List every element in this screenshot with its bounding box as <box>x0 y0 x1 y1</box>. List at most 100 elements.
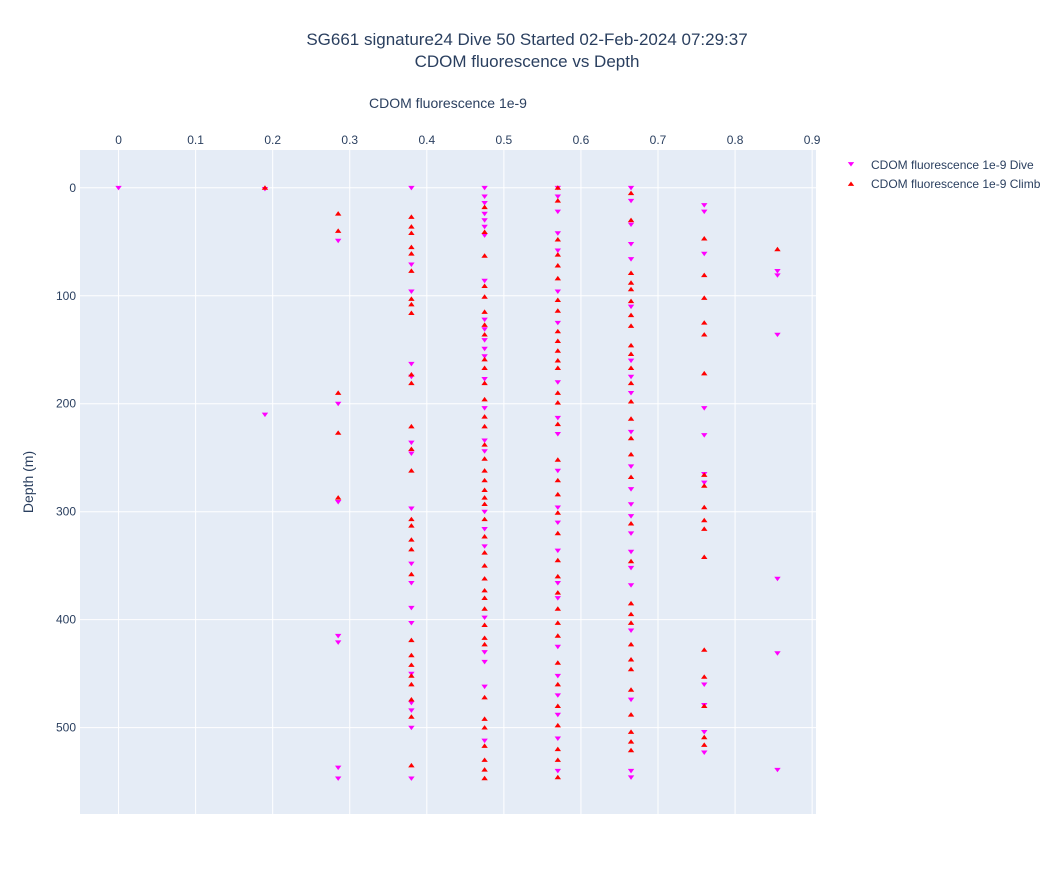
dive-point[interactable] <box>701 406 708 411</box>
dive-point[interactable] <box>554 596 562 601</box>
dive-point[interactable] <box>334 640 342 645</box>
dive-point[interactable] <box>481 317 488 323</box>
climb-point[interactable] <box>554 510 562 515</box>
climb-point[interactable] <box>408 571 415 577</box>
dive-point[interactable] <box>408 451 415 456</box>
dive-point[interactable] <box>481 185 488 191</box>
climb-point[interactable] <box>408 244 415 250</box>
climb-point[interactable] <box>627 558 635 564</box>
dive-point[interactable] <box>481 544 488 549</box>
legend[interactable]: CDOM fluorescence 1e-9 Dive CDOM fluores… <box>847 158 1041 191</box>
climb-point[interactable] <box>554 681 562 687</box>
climb-point[interactable] <box>701 320 708 325</box>
dive-point[interactable] <box>481 438 488 443</box>
climb-point[interactable] <box>554 262 562 268</box>
climb-point[interactable] <box>554 660 562 665</box>
climb-point[interactable] <box>627 342 635 348</box>
climb-point[interactable] <box>554 365 562 371</box>
dive-point[interactable] <box>481 354 488 359</box>
climb-point[interactable] <box>701 332 708 337</box>
dive-point[interactable] <box>481 224 488 230</box>
climb-point[interactable] <box>554 703 562 708</box>
climb-point[interactable] <box>701 526 708 531</box>
climb-point[interactable] <box>701 703 708 708</box>
climb-point[interactable] <box>408 423 415 429</box>
dive-point[interactable] <box>408 561 415 567</box>
climb-point[interactable] <box>554 530 562 536</box>
climb-point[interactable] <box>481 468 488 473</box>
climb-point[interactable] <box>408 251 415 256</box>
climb-point[interactable] <box>554 573 562 579</box>
climb-point[interactable] <box>627 521 635 526</box>
climb-point[interactable] <box>701 742 708 747</box>
climb-point[interactable] <box>701 483 708 488</box>
climb-point[interactable] <box>481 396 488 402</box>
climb-point[interactable] <box>408 224 415 229</box>
climb-point[interactable] <box>554 237 562 242</box>
dive-point[interactable] <box>627 429 635 435</box>
climb-point[interactable] <box>481 365 488 371</box>
dive-point[interactable] <box>554 505 562 510</box>
climb-point[interactable] <box>554 297 562 302</box>
dive-point[interactable] <box>774 273 781 278</box>
climb-point[interactable] <box>334 430 342 435</box>
climb-point[interactable] <box>627 286 635 292</box>
climb-point[interactable] <box>481 587 488 593</box>
dive-point[interactable] <box>408 440 415 446</box>
climb-point[interactable] <box>481 442 488 447</box>
climb-point[interactable] <box>554 746 562 752</box>
climb-point[interactable] <box>554 348 562 353</box>
climb-point[interactable] <box>627 435 635 441</box>
climb-point[interactable] <box>627 380 635 386</box>
climb-point[interactable] <box>627 270 635 276</box>
climb-point[interactable] <box>554 357 562 363</box>
dive-point[interactable] <box>627 775 635 780</box>
climb-point[interactable] <box>334 390 342 395</box>
dive-point[interactable] <box>627 257 635 262</box>
climb-point[interactable] <box>627 600 635 606</box>
climb-point[interactable] <box>481 550 488 555</box>
dive-point[interactable] <box>627 358 635 364</box>
dive-point[interactable] <box>481 218 488 223</box>
dive-point[interactable] <box>774 651 781 656</box>
climb-point[interactable] <box>627 620 635 625</box>
dive-point[interactable] <box>554 468 562 474</box>
climb-point[interactable] <box>481 356 488 362</box>
dive-point[interactable] <box>701 433 708 438</box>
climb-point[interactable] <box>554 633 562 638</box>
climb-point[interactable] <box>554 491 562 497</box>
plot-area[interactable] <box>80 150 816 814</box>
dive-point[interactable] <box>554 380 562 385</box>
climb-point[interactable] <box>554 774 562 780</box>
dive-point[interactable] <box>627 464 635 469</box>
climb-point[interactable] <box>701 647 708 652</box>
climb-point[interactable] <box>627 190 635 196</box>
climb-point[interactable] <box>408 468 415 473</box>
dive-point[interactable] <box>627 304 635 310</box>
climb-point[interactable] <box>408 652 415 658</box>
climb-point[interactable] <box>701 272 708 278</box>
dive-point[interactable] <box>481 278 488 284</box>
climb-point[interactable] <box>701 734 708 740</box>
climb-point[interactable] <box>774 246 781 252</box>
climb-point[interactable] <box>627 365 635 371</box>
climb-point[interactable] <box>554 421 562 427</box>
climb-point[interactable] <box>554 400 562 405</box>
climb-point[interactable] <box>481 456 488 461</box>
dive-point[interactable] <box>481 684 488 690</box>
climb-point[interactable] <box>627 687 635 692</box>
climb-point[interactable] <box>701 517 708 523</box>
climb-point[interactable] <box>481 414 488 419</box>
dive-point[interactable] <box>627 487 635 492</box>
climb-point[interactable] <box>627 351 635 356</box>
dive-point[interactable] <box>261 412 269 418</box>
dive-point[interactable] <box>701 480 708 486</box>
climb-point[interactable] <box>627 217 635 223</box>
dive-point[interactable] <box>774 269 781 274</box>
climb-point[interactable] <box>554 620 562 625</box>
dive-point[interactable] <box>701 209 708 215</box>
dive-point[interactable] <box>627 768 635 774</box>
climb-point[interactable] <box>627 712 635 717</box>
climb-point[interactable] <box>261 185 269 190</box>
dive-point[interactable] <box>554 693 562 698</box>
